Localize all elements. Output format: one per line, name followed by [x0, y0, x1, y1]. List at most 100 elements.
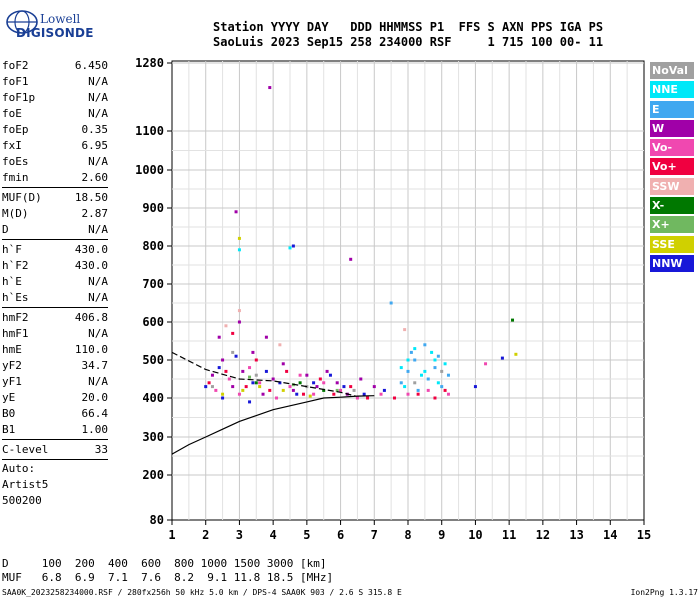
data-point	[281, 362, 285, 366]
param-name: hmE	[2, 343, 22, 356]
data-point	[399, 381, 403, 385]
logo-text-digisonde: DIGISONDE	[16, 26, 94, 40]
data-point	[440, 369, 444, 373]
data-point	[298, 381, 302, 385]
autoscaling-info: Artist5	[2, 478, 49, 491]
param-name: foEp	[2, 123, 29, 136]
y-tick-label: 1000	[135, 163, 164, 177]
data-point	[217, 366, 221, 370]
param-row: MUF(D) 18.50	[2, 190, 108, 206]
param-name: M(D)	[2, 207, 29, 220]
param-row: hmF1 N/A	[2, 326, 108, 342]
data-point	[227, 377, 231, 381]
data-point	[366, 396, 370, 400]
electron-density-profile-line	[171, 395, 375, 455]
data-point	[231, 331, 235, 335]
param-name: fmin	[2, 171, 29, 184]
param-row: h`Es N/A	[2, 290, 108, 306]
y-tick-label: 400	[142, 391, 164, 405]
y-tick-label: 1280	[135, 56, 164, 70]
param-row: foE N/A	[2, 106, 108, 122]
param-row: h`F2 430.0	[2, 258, 108, 274]
legend-item-xminus: X-	[650, 197, 694, 215]
data-point	[342, 385, 346, 389]
muf-distance-row: D 100 200 400 600 800 1000 1500 3000 [km…	[2, 557, 327, 570]
data-point	[332, 392, 336, 396]
param-row: yF1 N/A	[2, 374, 108, 390]
param-row: foEp 0.35	[2, 122, 108, 138]
y-tick-label: 200	[142, 468, 164, 482]
data-point	[312, 381, 316, 385]
param-name: h`Es	[2, 291, 29, 304]
y-tick-label: 800	[142, 239, 164, 253]
data-point	[305, 373, 309, 377]
data-point	[217, 335, 221, 339]
data-point	[275, 396, 279, 400]
data-point	[413, 358, 417, 362]
data-point	[278, 343, 282, 347]
param-value: 430.0	[74, 243, 108, 256]
param-name: yF2	[2, 359, 22, 372]
data-point	[234, 210, 238, 214]
data-point	[436, 354, 440, 358]
data-point	[339, 388, 343, 392]
param-row: M(D) 2.87	[2, 206, 108, 222]
data-point	[207, 381, 211, 385]
param-row: fmin 2.60	[2, 170, 108, 186]
data-point	[308, 394, 312, 398]
x-tick-label: 6	[337, 528, 344, 542]
data-point	[237, 236, 241, 240]
param-row: h`F 430.0	[2, 242, 108, 258]
lowell-digisonde-logo: Lowell DIGISONDE	[4, 6, 93, 40]
data-point	[251, 381, 255, 385]
param-divider	[2, 307, 108, 308]
data-point	[281, 388, 285, 392]
autoscaling-info: Auto:	[2, 462, 36, 475]
param-divider	[2, 459, 108, 460]
x-tick-label: 7	[371, 528, 378, 542]
param-value: 6.450	[74, 59, 108, 72]
y-tick-label: 600	[142, 315, 164, 329]
data-point	[416, 392, 420, 396]
param-name: foEs	[2, 155, 29, 168]
data-point	[237, 320, 241, 324]
data-point	[261, 392, 265, 396]
data-point	[426, 377, 430, 381]
param-divider	[2, 187, 108, 188]
param-value: N/A	[88, 107, 108, 120]
legend-item-ssw: SSW	[650, 177, 694, 195]
data-point	[285, 369, 289, 373]
data-point	[291, 244, 295, 248]
data-point	[295, 392, 299, 396]
data-point	[335, 381, 339, 385]
x-tick-label: 14	[603, 528, 617, 542]
param-row: foF2 6.450	[2, 58, 108, 74]
virtual-height-trace-line	[171, 351, 356, 397]
param-value: 20.0	[81, 391, 109, 404]
data-point	[254, 381, 258, 385]
data-point	[234, 354, 238, 358]
version-label: Ion2Png 1.3.17	[630, 588, 698, 597]
param-value: 18.50	[74, 191, 108, 204]
y-tick-label: 300	[142, 430, 164, 444]
param-value: 34.7	[81, 359, 109, 372]
x-tick-label: 4	[270, 528, 277, 542]
muf-value-row: MUF 6.8 6.9 7.1 7.6 8.2 9.1 11.8 18.5 [M…	[2, 571, 334, 584]
param-divider	[2, 239, 108, 240]
y-tick-label: 900	[142, 201, 164, 215]
data-point	[278, 381, 282, 385]
data-point	[301, 392, 305, 396]
data-point	[221, 358, 225, 362]
param-value: 33	[94, 443, 108, 456]
data-point	[433, 396, 437, 400]
param-row: hmF2 406.8	[2, 310, 108, 326]
param-row: D N/A	[2, 222, 108, 238]
data-point	[254, 373, 258, 377]
data-point	[325, 369, 329, 373]
x-tick-label: 8	[404, 528, 411, 542]
data-point	[473, 385, 477, 389]
param-name: foF2	[2, 59, 29, 72]
x-tick-label: 9	[438, 528, 445, 542]
station-header: Station YYYY DAY DDD HHMMSS P1 FFS S AXN…	[213, 20, 603, 50]
